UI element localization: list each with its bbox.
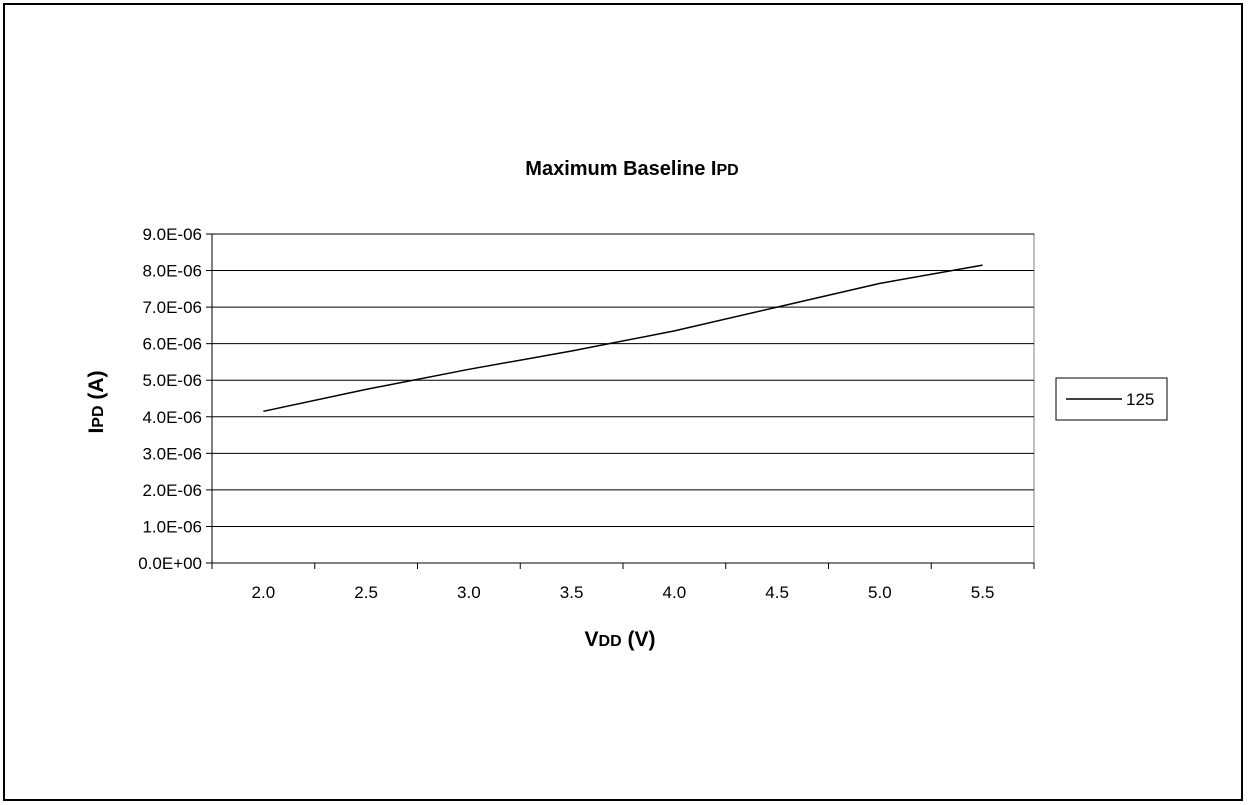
y-axis-title: IPD (A) bbox=[85, 370, 108, 433]
x-tick-label-4: 4.0 bbox=[663, 583, 687, 602]
y-tick-label-0: 0.0E+00 bbox=[138, 554, 202, 573]
y-tick-label-3: 3.0E-06 bbox=[142, 444, 202, 463]
y-tick-label-1: 1.0E-06 bbox=[142, 517, 202, 536]
y-tick-label-8: 8.0E-06 bbox=[142, 262, 202, 281]
x-tick-label-2: 3.0 bbox=[457, 583, 481, 602]
legend: 125 bbox=[1055, 377, 1168, 421]
legend-label-125: 125 bbox=[1126, 390, 1154, 409]
ticks: 0.0E+00 1.0E-06 2.0E-06 3.0E-06 4.0E-06 5.0E-… bbox=[138, 225, 1035, 602]
gridlines bbox=[212, 233, 1034, 527]
x-axis-title: VDD (V) bbox=[585, 628, 656, 651]
y-tick-label-5: 5.0E-06 bbox=[142, 371, 202, 390]
y-tick-label-2: 2.0E-06 bbox=[142, 481, 202, 500]
x-tick-label-6: 5.0 bbox=[868, 583, 892, 602]
y-tick-label-9: 9.0E-06 bbox=[142, 225, 202, 244]
chart-title: Maximum Baseline IPD bbox=[525, 158, 738, 180]
axes bbox=[211, 234, 1034, 564]
x-tick-label-5: 4.5 bbox=[765, 583, 789, 602]
y-tick-label-6: 6.0E-06 bbox=[142, 335, 202, 354]
chart-frame bbox=[3, 3, 1243, 801]
x-tick-label-3: 3.5 bbox=[560, 583, 584, 602]
y-tick-label-4: 4.0E-06 bbox=[142, 408, 202, 427]
x-tick-label-1: 2.5 bbox=[354, 583, 378, 602]
x-tick-label-0: 2.0 bbox=[252, 583, 276, 602]
x-tick-label-7: 5.5 bbox=[971, 583, 995, 602]
series-line-125 bbox=[263, 264, 983, 413]
plot-border bbox=[211, 233, 1035, 564]
series-layer bbox=[263, 264, 983, 413]
y-tick-label-7: 7.0E-06 bbox=[142, 298, 202, 317]
plot-area: 0.0E+00 1.0E-06 2.0E-06 3.0E-06 4.0E-06 5.0E-… bbox=[138, 225, 1035, 602]
